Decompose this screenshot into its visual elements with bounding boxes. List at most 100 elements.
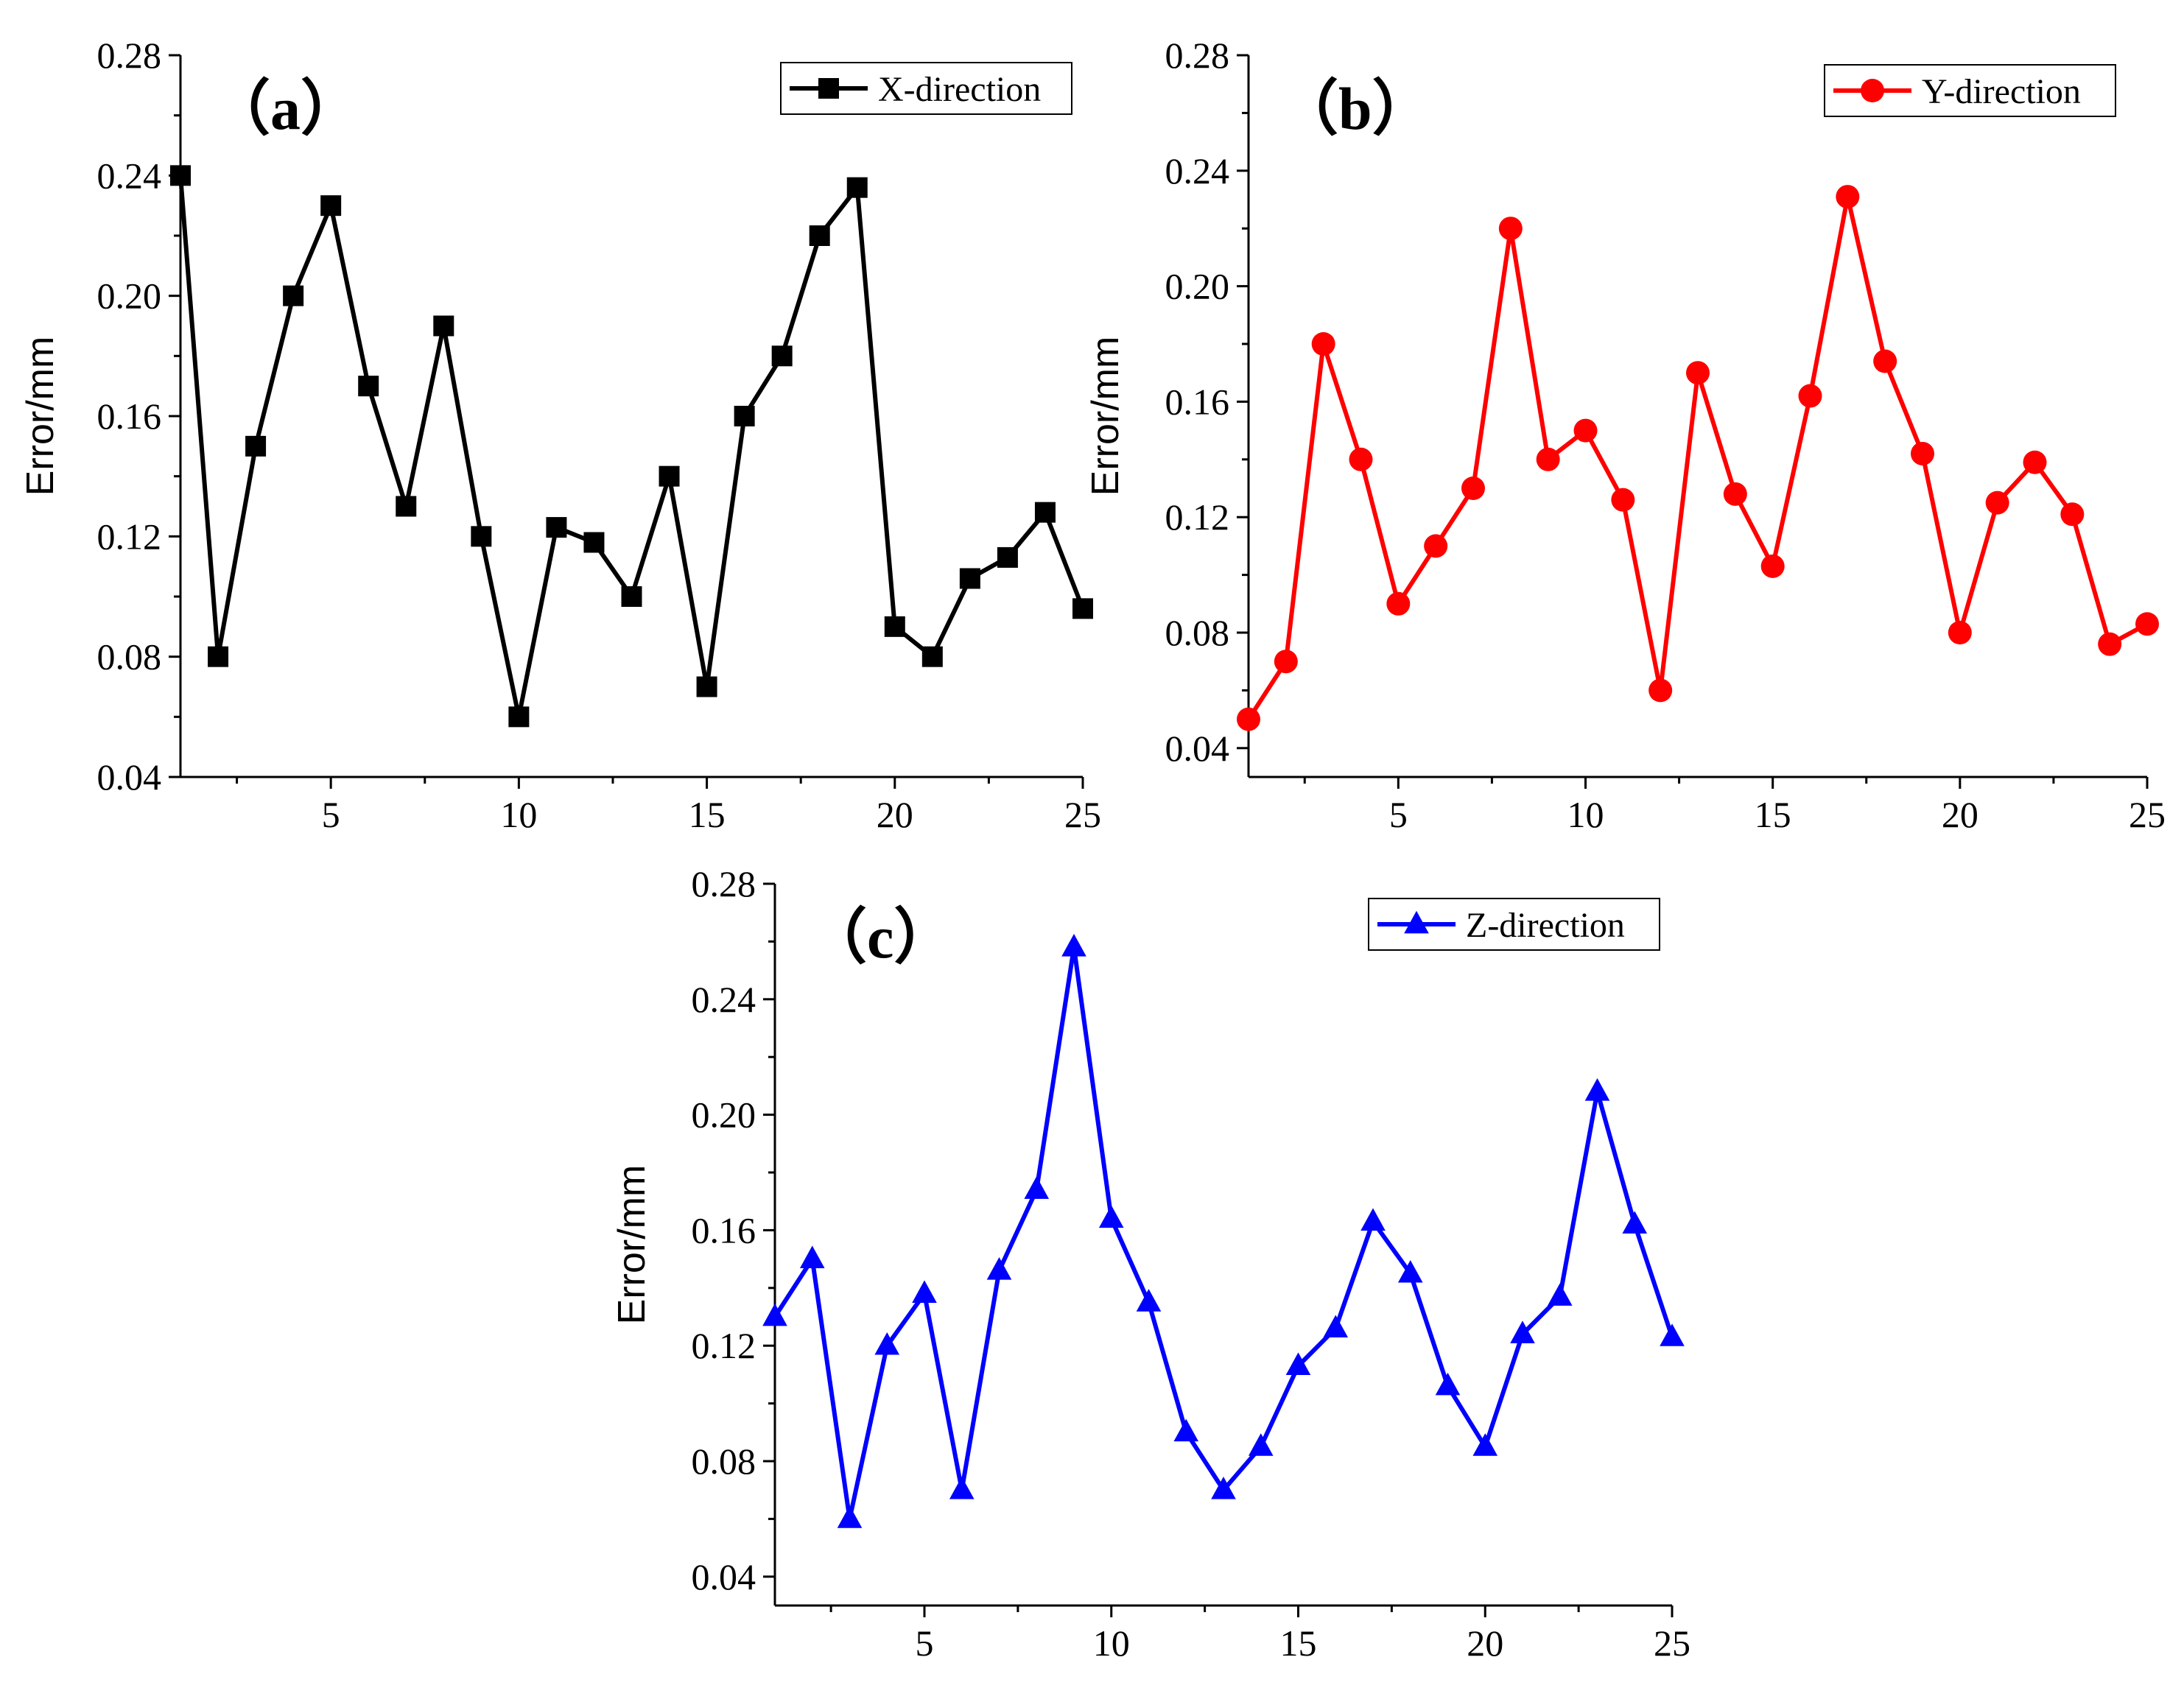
x-tick-label: 15 — [1755, 794, 1791, 835]
data-point — [1397, 1259, 1423, 1283]
data-point — [546, 517, 567, 538]
data-point — [1237, 707, 1260, 731]
x-tick-label: 10 — [500, 794, 537, 835]
y-tick-label: 0.24 — [97, 155, 162, 196]
data-point — [874, 1332, 900, 1355]
y-tick-label: 0.04 — [97, 756, 162, 798]
data-point — [997, 546, 1018, 568]
data-point — [1536, 447, 1560, 471]
data-point — [1435, 1372, 1461, 1396]
data-point — [283, 285, 304, 306]
data-point — [1349, 447, 1373, 471]
data-point — [1461, 476, 1485, 500]
data-point — [1173, 1418, 1199, 1442]
x-tick-label: 25 — [1064, 794, 1101, 835]
data-point — [696, 676, 717, 697]
data-point — [1061, 934, 1086, 957]
data-point — [1686, 361, 1710, 385]
data-point — [2098, 632, 2122, 656]
data-point — [2023, 450, 2047, 474]
data-point — [320, 195, 342, 217]
data-point — [583, 532, 605, 553]
data-point — [170, 165, 191, 186]
data-point — [1211, 1476, 1236, 1499]
y-tick-label: 0.12 — [97, 516, 162, 557]
series-line-z-direction — [773, 945, 1674, 1522]
data-point — [1873, 349, 1897, 373]
panel-label: （c） — [807, 904, 954, 971]
y-tick-label: 0.24 — [1165, 150, 1230, 191]
y-tick-label: 0.12 — [692, 1325, 756, 1366]
chart-panel-b: 0.04 0.08 0.12 0.16 0.20 0.24 0.28 5 10 15 20 25 Err… — [1084, 35, 2166, 835]
data-point — [1274, 650, 1298, 674]
data-point — [1948, 621, 1972, 644]
data-point — [884, 616, 905, 637]
data-point — [433, 315, 454, 337]
data-point — [2135, 612, 2159, 636]
legend-marker — [1404, 910, 1429, 934]
data-point — [1034, 502, 1056, 523]
data-point — [208, 646, 229, 667]
data-point — [471, 526, 492, 547]
x-tick-label: 25 — [1654, 1622, 1690, 1664]
y-tick-label: 0.04 — [1165, 728, 1230, 769]
y-tick-label: 0.28 — [692, 863, 756, 904]
data-point — [1510, 1320, 1535, 1343]
data-point — [1311, 332, 1335, 356]
data-point — [771, 345, 793, 367]
data-point — [2060, 502, 2085, 527]
panel-label: （a） — [210, 75, 361, 142]
y-tick-label: 0.08 — [97, 636, 162, 678]
legend-marker — [818, 78, 839, 99]
data-point — [1323, 1315, 1349, 1338]
x-tick-label: 20 — [1467, 1622, 1503, 1664]
data-point — [1911, 441, 1934, 465]
data-point — [762, 1303, 787, 1326]
y-axis-title: Error/mm — [611, 1165, 653, 1325]
y-tick-label: 0.16 — [692, 1209, 756, 1251]
data-point — [1985, 490, 2009, 515]
data-point — [1024, 1176, 1050, 1199]
chart-panel-a: 0.04 0.08 0.12 0.16 0.20 0.24 0.28 5 10 15 20 25 Err… — [19, 35, 1101, 835]
legend-marker — [1861, 79, 1884, 102]
data-point — [1386, 591, 1411, 616]
y-tick-label: 0.24 — [692, 979, 756, 1020]
y-tick-label: 0.28 — [97, 35, 162, 76]
x-tick-label: 20 — [1942, 794, 1978, 835]
data-point — [396, 496, 417, 517]
data-point — [1584, 1078, 1610, 1101]
data-point — [921, 646, 943, 667]
data-point — [837, 1505, 863, 1528]
data-point — [1798, 384, 1822, 408]
data-point — [245, 435, 267, 457]
legend-label: Z-direction — [1466, 906, 1625, 945]
y-tick-label: 0.16 — [1165, 381, 1230, 422]
data-point — [734, 406, 755, 426]
y-axis-title: Error/mm — [1084, 337, 1127, 496]
legend-label: X-direction — [878, 70, 1041, 109]
data-point — [799, 1245, 825, 1268]
data-point — [621, 586, 642, 607]
data-point — [949, 1476, 975, 1499]
data-point — [1660, 1323, 1685, 1346]
chart-panel-c: 0.04 0.08 0.12 0.16 0.20 0.24 0.28 5 10 15 20 25 Err… — [611, 863, 1690, 1664]
data-point — [912, 1280, 937, 1303]
data-point — [1072, 598, 1093, 619]
data-point — [1611, 488, 1635, 512]
x-tick-label: 25 — [2129, 794, 2166, 835]
y-tick-label: 0.20 — [692, 1094, 756, 1136]
data-point — [659, 465, 680, 487]
y-tick-label: 0.08 — [1165, 612, 1230, 653]
data-point — [1136, 1289, 1162, 1312]
data-point — [1472, 1433, 1498, 1456]
x-tick-label: 15 — [1280, 1622, 1317, 1664]
y-tick-label: 0.16 — [97, 395, 162, 437]
data-point — [846, 177, 868, 198]
legend: X-direction — [780, 62, 1072, 115]
x-tick-label: 10 — [1093, 1622, 1130, 1664]
data-point — [986, 1257, 1012, 1280]
data-point — [508, 706, 530, 728]
data-point — [1498, 217, 1523, 241]
data-point — [1547, 1283, 1573, 1306]
